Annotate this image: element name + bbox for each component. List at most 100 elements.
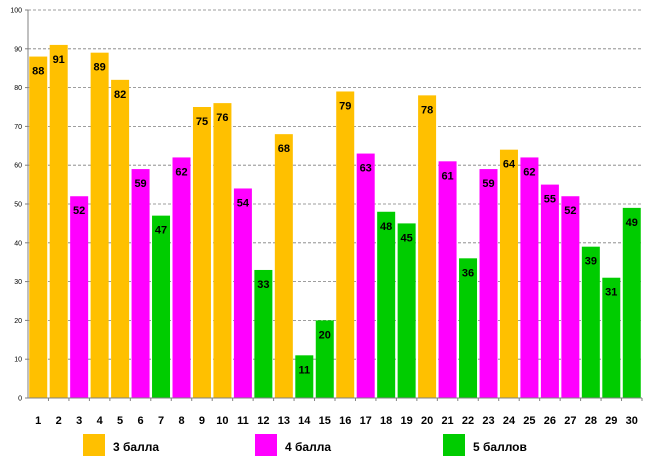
x-tick-label-16: 16 [339,415,351,427]
legend-swatch-g5 [443,434,465,456]
data-label-26: 55 [544,194,556,206]
bar-25 [520,157,539,398]
data-label-25: 62 [523,166,535,178]
data-label-24: 64 [503,159,516,171]
bar-2 [49,44,68,399]
bar-18 [377,211,396,398]
x-tick-label-4: 4 [97,415,104,427]
x-tick-label-5: 5 [117,415,123,427]
bar-21 [438,161,457,398]
legend: 3 балла 4 балла 5 баллов [83,434,527,456]
bar-19 [397,223,416,398]
legend-label-g5: 5 баллов [473,440,527,454]
data-label-18: 48 [380,221,392,233]
x-tick-label-10: 10 [216,415,228,427]
data-label-22: 36 [462,267,474,279]
data-label-27: 52 [564,205,576,217]
bar-23 [479,169,498,398]
x-tick-label-24: 24 [503,415,516,427]
bar-13 [274,134,293,398]
bar-16 [336,91,355,398]
data-label-20: 78 [421,104,433,116]
x-tick-label-27: 27 [564,415,576,427]
legend-label-g3: 3 балла [113,440,159,454]
data-label-2: 91 [53,54,65,66]
x-tick-label-11: 11 [237,415,249,427]
bar-24 [499,149,518,398]
x-tick-label-30: 30 [626,415,638,427]
data-label-5: 82 [114,89,126,101]
x-tick-label-8: 8 [178,415,184,427]
bars [29,44,641,399]
bar-29 [602,277,621,398]
data-label-28: 39 [585,256,597,268]
y-tick-label-10: 10 [14,357,22,364]
y-tick-label-50: 50 [14,202,22,209]
bar-30 [622,207,641,398]
y-tick-label-80: 80 [14,85,22,92]
legend-swatch-g4 [255,434,277,456]
y-axis-ticks: 0 10 20 30 40 50 60 70 80 90 100 [10,8,28,403]
bar-1 [29,56,48,399]
x-tick-label-1: 1 [35,415,41,427]
x-tick-label-26: 26 [544,415,556,427]
bar-9 [192,107,211,398]
data-label-9: 75 [196,116,208,128]
bar-14 [295,355,314,398]
bar-4 [90,52,109,399]
data-label-14: 11 [298,364,310,376]
x-tick-label-18: 18 [380,415,392,427]
data-label-15: 20 [319,329,331,341]
y-tick-label-60: 60 [14,163,22,170]
bar-3 [70,196,89,398]
bar-8 [172,157,191,398]
x-axis-ticks: 1 2 3 4 5 6 7 8 9 10 11 12 13 14 15 16 17 18 19 20 21 22 23 24 2… [35,398,643,427]
data-label-12: 33 [257,279,269,291]
x-tick-label-23: 23 [482,415,494,427]
bar-20 [418,95,437,399]
y-tick-label-70: 70 [14,124,22,131]
x-tick-label-22: 22 [462,415,474,427]
x-tick-label-17: 17 [360,415,372,427]
x-tick-label-9: 9 [199,415,205,427]
data-label-30: 49 [626,217,638,229]
x-tick-label-12: 12 [257,415,269,427]
x-tick-label-20: 20 [421,415,433,427]
x-tick-label-29: 29 [605,415,617,427]
y-tick-label-20: 20 [14,318,22,325]
bar-15 [315,320,334,398]
y-tick-label-40: 40 [14,240,22,247]
data-label-23: 59 [482,178,494,190]
x-tick-label-2: 2 [56,415,62,427]
bar-27 [561,196,580,398]
data-label-16: 79 [339,100,351,112]
x-tick-label-21: 21 [441,415,453,427]
data-label-8: 62 [175,166,187,178]
bar-26 [540,184,559,398]
data-label-7: 47 [155,225,167,237]
data-label-11: 54 [237,197,250,209]
x-tick-label-25: 25 [523,415,535,427]
data-label-13: 68 [278,143,290,155]
data-labels: 88 91 52 89 82 59 47 62 75 76 54 33 68 11 20 79 63 48 45 78… [32,54,638,376]
bar-11 [233,188,252,398]
bar-5 [111,79,130,398]
bar-7 [152,215,171,398]
x-tick-label-15: 15 [319,415,331,427]
data-label-29: 31 [605,287,617,299]
x-tick-label-3: 3 [76,415,82,427]
data-label-19: 45 [401,232,413,244]
x-tick-label-14: 14 [298,415,311,427]
bar-17 [356,153,375,398]
bar-28 [581,246,600,398]
bar-22 [459,258,478,398]
y-tick-label-100: 100 [10,8,22,15]
x-tick-label-28: 28 [585,415,597,427]
data-label-17: 63 [360,163,372,175]
data-label-4: 89 [94,62,106,74]
y-tick-label-90: 90 [14,46,22,53]
bar-12 [254,269,273,398]
data-label-3: 52 [73,205,85,217]
data-label-6: 59 [134,178,146,190]
